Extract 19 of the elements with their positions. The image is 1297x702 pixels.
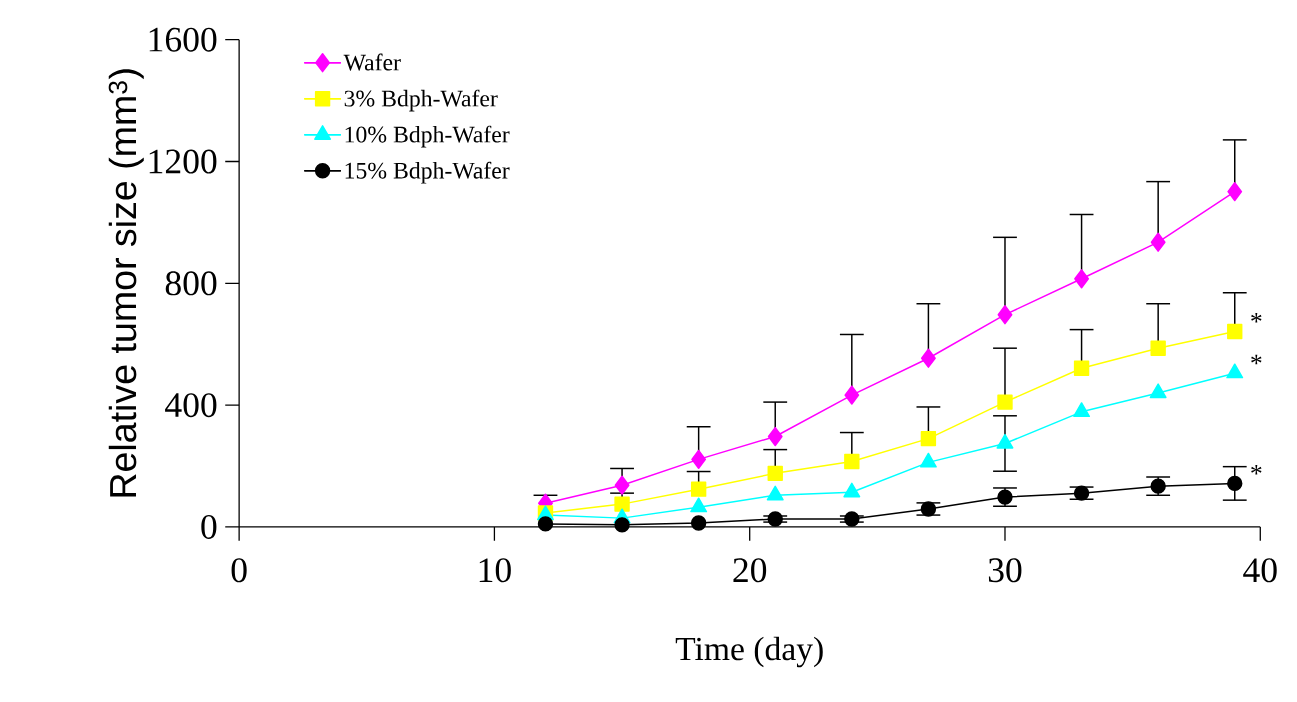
y-tick-label: 0 <box>201 515 217 540</box>
x-axis-title: Time (day) <box>675 636 823 668</box>
y-tick-label: 1200 <box>149 149 217 174</box>
y-tick-label: 400 <box>165 393 217 418</box>
annotation: * <box>1251 465 1262 475</box>
x-tick-label: 10 <box>479 558 511 583</box>
legend-label: 3% Bdph-Wafer <box>344 89 498 112</box>
y-axis-title: Relative tumor size (mm$^{3}$) <box>108 69 144 497</box>
legend-label: Wafer <box>343 53 401 71</box>
legend-label: 10% Bdph-Wafer <box>345 125 510 148</box>
annotation: * <box>1251 355 1262 365</box>
x-tick-label: 20 <box>733 558 767 583</box>
legend-label: 15% Bdph-Wafer <box>345 161 510 184</box>
annotation: * <box>1251 313 1262 323</box>
x-tick-label: 0 <box>231 558 247 583</box>
x-tick-label: 30 <box>988 558 1022 583</box>
x-tick-label: 40 <box>1243 558 1277 583</box>
y-tick-label: 800 <box>165 271 217 296</box>
y-tick-label: 1600 <box>149 27 217 52</box>
